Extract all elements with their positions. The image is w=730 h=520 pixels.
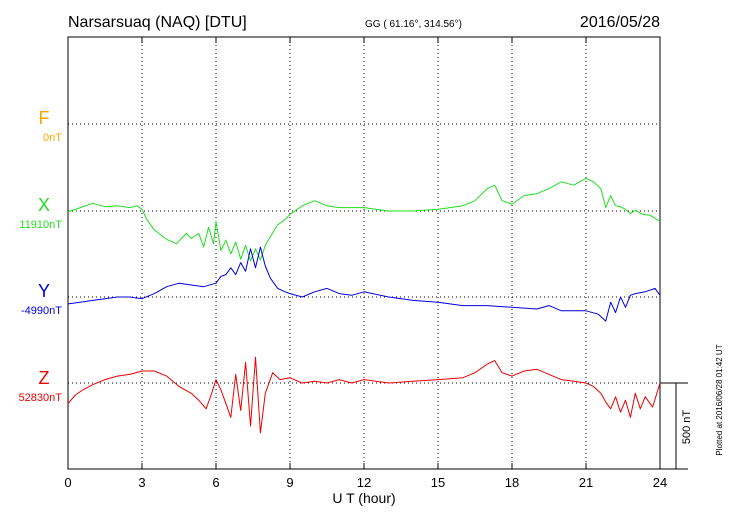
x-tick-label: 15	[431, 475, 445, 490]
x-tick-label: 18	[505, 475, 519, 490]
x-tick-label: 24	[653, 475, 667, 490]
series-label-y: Y	[38, 281, 50, 301]
station-title: Narsarsuaq (NAQ) [DTU]	[68, 14, 247, 31]
plot-date: 2016/05/28	[580, 14, 660, 31]
x-tick-label: 12	[357, 475, 371, 490]
series-baseline-x: 11910nT	[19, 219, 62, 231]
scale-bar	[660, 382, 688, 470]
series-line-z	[67, 356, 661, 434]
x-tick-label: 21	[579, 475, 593, 490]
scale-bar-label: 500 nT	[681, 410, 693, 445]
series-baseline-z: 52830nT	[19, 392, 63, 404]
series-baseline-y: -4990nT	[21, 305, 62, 317]
x-tick-label: 0	[64, 475, 71, 490]
series-line-y	[67, 246, 661, 322]
x-tick-label: 6	[212, 475, 219, 490]
station-coordinates: GG ( 61.16°, 314.56°)	[365, 19, 462, 30]
x-tick-label: 9	[286, 475, 293, 490]
plotted-timestamp: Plotted at 2016/06/28 01:42 UT	[715, 344, 724, 455]
x-axis-ticks	[67, 37, 661, 469]
series-label-f: F	[39, 108, 50, 128]
series-baseline-f: 0nT	[43, 132, 62, 144]
x-tick-label: 3	[138, 475, 145, 490]
x-axis-tick-labels: 0 3 6 9 12 15 18 21 24	[64, 475, 667, 490]
x-axis-label: U T (hour)	[332, 490, 395, 506]
series-line-x	[67, 177, 661, 262]
series-label-z: Z	[39, 368, 50, 388]
series-label-x: X	[38, 195, 50, 215]
grid-lines	[68, 37, 660, 469]
series-lines	[67, 177, 661, 434]
